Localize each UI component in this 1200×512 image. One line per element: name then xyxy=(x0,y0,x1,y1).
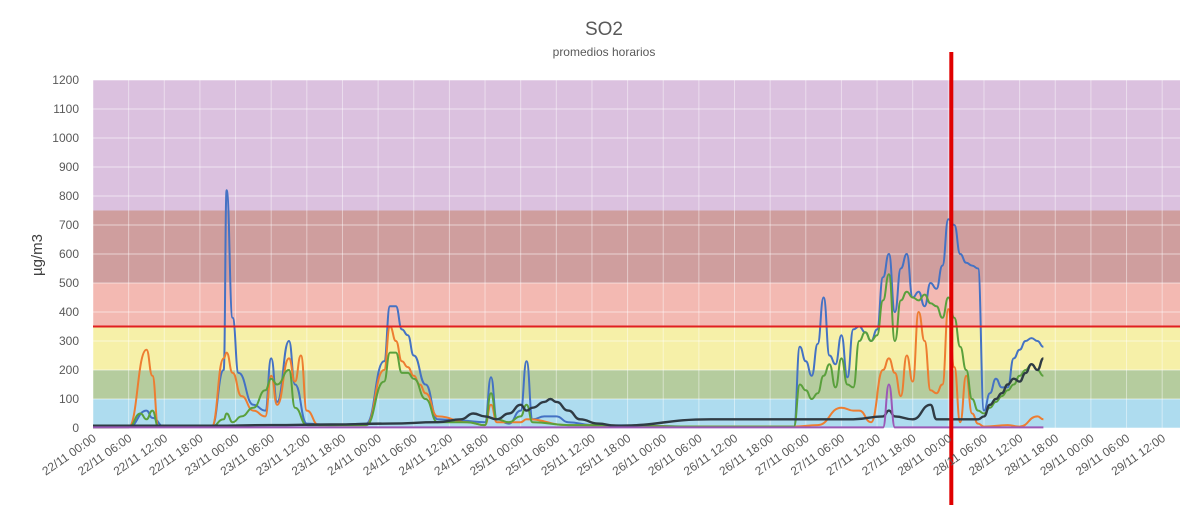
series-layer xyxy=(92,189,1044,429)
band-2 xyxy=(93,326,1180,370)
y-tick-label: 300 xyxy=(59,334,79,348)
y-axis-label: µg/m3 xyxy=(29,234,46,276)
y-tick-label: 100 xyxy=(59,392,79,406)
y-tick-label: 500 xyxy=(59,276,79,290)
y-tick-label: 200 xyxy=(59,363,79,377)
band-3 xyxy=(93,283,1180,327)
y-tick-label: 900 xyxy=(59,160,79,174)
y-tick-label: 1000 xyxy=(52,131,79,145)
band-4 xyxy=(93,210,1180,283)
band-0 xyxy=(93,399,1180,428)
chart-subtitle: promedios horarios xyxy=(553,45,656,59)
y-tick-label: 0 xyxy=(72,421,79,435)
series-line-3 xyxy=(92,357,1044,427)
y-tick-label: 1100 xyxy=(53,102,79,116)
series-line-4 xyxy=(93,383,1044,429)
y-tick-label: 600 xyxy=(59,247,79,261)
y-tick-label: 1200 xyxy=(52,73,79,87)
grid-lines xyxy=(92,79,1180,429)
band-1 xyxy=(93,370,1180,399)
y-tick-label: 800 xyxy=(59,189,79,203)
y-axis-ticks: 0 100 200 300 400 500 600 700 800 900 1000 1100 1200 xyxy=(52,73,79,435)
y-tick-label: 400 xyxy=(59,305,79,319)
y-tick-label: 700 xyxy=(59,218,79,232)
concentration-bands xyxy=(93,80,1180,428)
chart-title: SO2 xyxy=(585,19,623,40)
band-5 xyxy=(93,80,1180,211)
series-line-2 xyxy=(92,273,1044,429)
